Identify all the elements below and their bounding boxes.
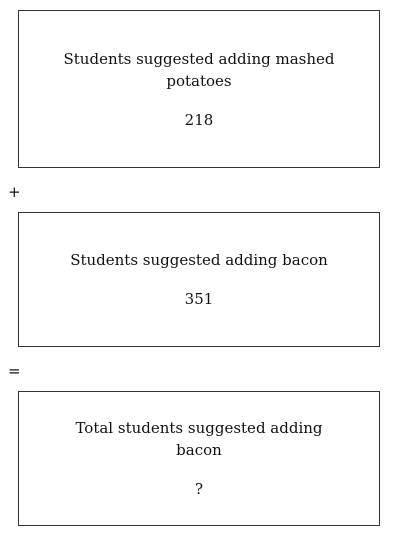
- equals-sign: =: [8, 362, 21, 380]
- total-box: Total students suggested adding bacon ?: [18, 391, 380, 526]
- addend-box-mashed-potatoes: Students suggested adding mashed potatoe…: [18, 10, 380, 168]
- total-label: Total students suggested adding bacon: [75, 419, 323, 459]
- total-value: ?: [194, 480, 204, 498]
- addend-label-bacon: Students suggested adding bacon: [70, 251, 328, 269]
- addend-value-bacon: 351: [184, 290, 214, 308]
- addend-value-mashed-potatoes: 218: [184, 110, 214, 129]
- addend-label-mashed-potatoes: Students suggested adding mashed potatoe…: [63, 49, 335, 90]
- addend-box-bacon: Students suggested adding bacon 351: [18, 212, 380, 347]
- plus-sign: +: [8, 183, 21, 201]
